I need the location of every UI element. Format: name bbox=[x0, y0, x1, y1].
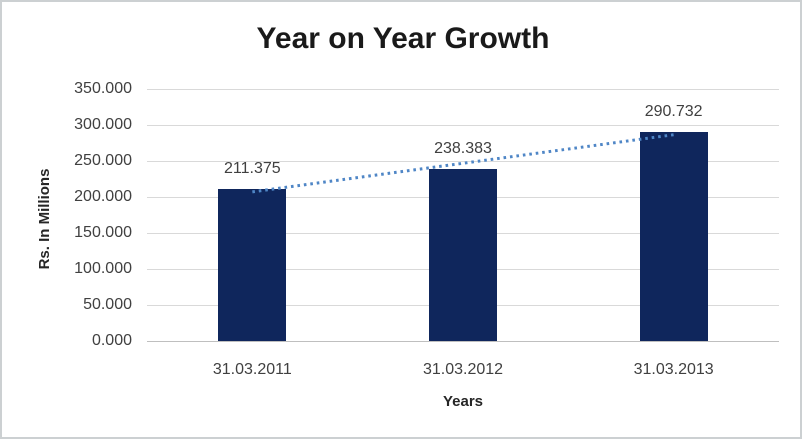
x-axis-title: Years bbox=[442, 393, 484, 410]
bar-value-label: 211.375 bbox=[224, 159, 281, 177]
x-tick-label: 31.03.2011 bbox=[212, 361, 292, 378]
y-tick-label: 50.000 bbox=[83, 296, 132, 313]
y-tick-label: 300.000 bbox=[74, 116, 132, 133]
y-tick-label: 0.000 bbox=[91, 332, 132, 349]
y-tick-label: 350.000 bbox=[74, 80, 132, 97]
x-tick-label: 31.03.2012 bbox=[422, 361, 504, 378]
bar-31.03.2013 bbox=[639, 131, 708, 341]
y-tick-label: 100.000 bbox=[74, 260, 132, 277]
gridline bbox=[147, 89, 779, 90]
bar-31.03.2011 bbox=[218, 188, 287, 341]
chart-title: Year on Year Growth bbox=[256, 22, 550, 55]
y-tick-label: 150.000 bbox=[74, 224, 132, 241]
x-tick-label: 31.03.2013 bbox=[633, 361, 714, 378]
y-tick-label: 250.000 bbox=[74, 152, 132, 169]
gridline bbox=[147, 125, 779, 126]
bar-value-label: 238.383 bbox=[434, 140, 492, 158]
bar-31.03.2012 bbox=[429, 169, 497, 341]
x-axis-line bbox=[147, 341, 779, 342]
y-tick-label: 200.000 bbox=[74, 188, 132, 205]
bar-value-label: 290.732 bbox=[644, 102, 703, 120]
